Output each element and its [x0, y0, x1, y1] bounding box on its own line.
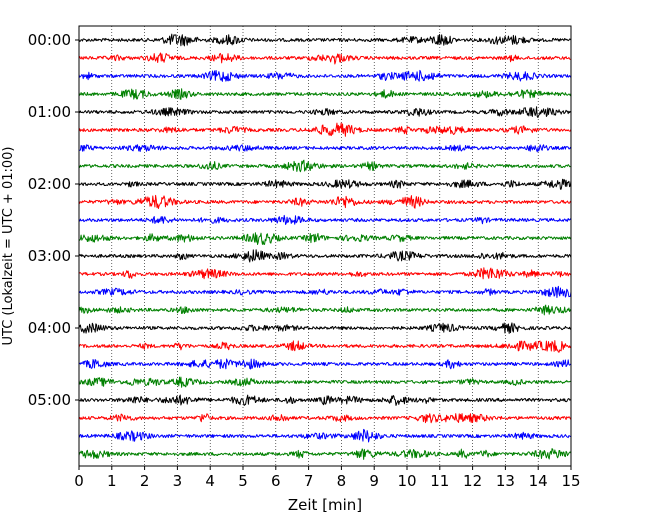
x-tick-label-9: 9 [369, 472, 379, 490]
trace-0000 [78, 33, 572, 47]
x-axis-label: Zeit [min] [288, 496, 362, 514]
trace-0430 [78, 358, 572, 370]
x-axis-ticks: 0 1 2 3 4 5 6 7 8 9 10 11 12 13 14 15 [74, 466, 581, 490]
trace-0045 [78, 88, 572, 100]
x-tick-label-11: 11 [430, 472, 449, 490]
x-tick-label-8: 8 [337, 472, 347, 490]
x-tick-label-15: 15 [561, 472, 580, 490]
trace-0100 [78, 106, 572, 119]
y-tick-label-02:00: 02:00 [28, 175, 71, 193]
trace-0330 [78, 285, 572, 298]
trace-0515 [78, 413, 572, 424]
trace-0145 [78, 159, 572, 173]
x-tick-label-1: 1 [107, 472, 117, 490]
trace-0215 [78, 194, 572, 209]
trace-0400 [78, 322, 572, 334]
trace-0130 [78, 144, 572, 153]
x-tick-label-2: 2 [140, 472, 150, 490]
x-tick-label-3: 3 [173, 472, 183, 490]
trace-0445 [78, 376, 572, 388]
y-tick-label-03:00: 03:00 [28, 247, 71, 265]
seismic-traces [78, 33, 572, 460]
x-grid-lines [111, 26, 539, 466]
x-tick-label-7: 7 [304, 472, 314, 490]
trace-0530 [78, 428, 572, 443]
y-tick-label-05:00: 05:00 [28, 391, 71, 409]
y-tick-label-04:00: 04:00 [28, 319, 71, 337]
trace-0315 [78, 267, 572, 280]
trace-0345 [78, 304, 572, 316]
trace-0245 [78, 232, 572, 245]
trace-0545 [78, 448, 572, 460]
trace-0030 [78, 69, 572, 82]
trace-0500 [78, 394, 572, 406]
x-tick-label-0: 0 [74, 472, 84, 490]
plot-frame [78, 25, 572, 467]
trace-0415 [78, 340, 572, 353]
x-tick-label-4: 4 [205, 472, 215, 490]
x-tick-label-13: 13 [496, 472, 515, 490]
trace-0230 [78, 214, 572, 225]
x-tick-label-5: 5 [238, 472, 248, 490]
y-axis-label: UTC (Lokalzeit = UTC + 01:00) [1, 147, 16, 346]
y-tick-label-00:00: 00:00 [28, 31, 71, 49]
trace-0200 [78, 178, 572, 190]
x-tick-label-14: 14 [529, 472, 548, 490]
x-tick-label-12: 12 [463, 472, 482, 490]
y-axis-ticks: 00:00 01:00 02:00 03:00 04:00 05:00 [28, 31, 79, 409]
trace-0300 [78, 249, 572, 263]
trace-0115 [78, 122, 572, 137]
x-tick-label-6: 6 [271, 472, 281, 490]
trace-0015 [78, 52, 572, 65]
y-tick-label-01:00: 01:00 [28, 103, 71, 121]
x-tick-label-10: 10 [397, 472, 416, 490]
